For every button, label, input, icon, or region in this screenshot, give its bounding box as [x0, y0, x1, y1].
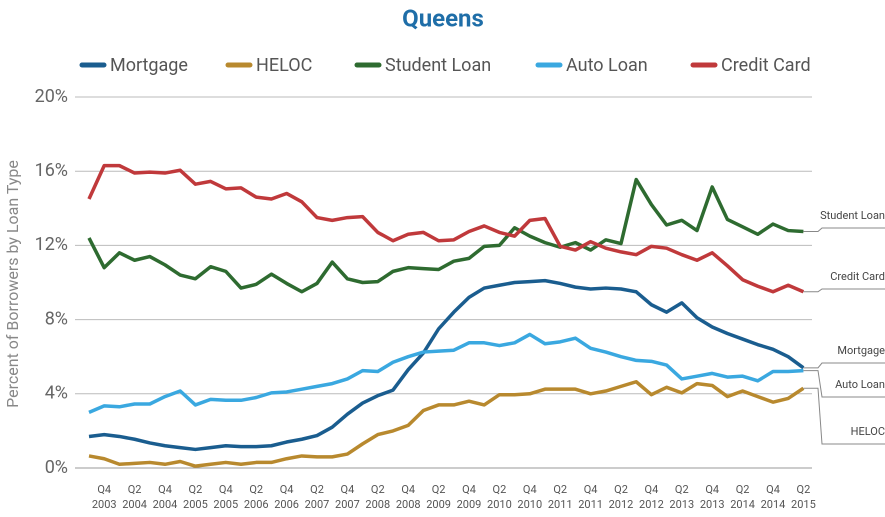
end-label: Student Loan [820, 209, 885, 222]
end-label-leader [803, 362, 885, 369]
legend-label: Mortgage [110, 55, 188, 76]
x-tick-label: Q2 2015 [791, 483, 816, 511]
x-tick-label: Q2 2006 [244, 483, 269, 511]
x-tick-label: Q4 2003 [92, 483, 117, 511]
x-tick-label: Q2 2012 [609, 483, 634, 511]
chart-title: Queens [402, 4, 484, 32]
series-line [88, 379, 805, 468]
y-tick-label: 20% [35, 86, 68, 107]
x-tick-label: Q2 2013 [669, 483, 694, 511]
end-label: HELOC [851, 425, 885, 438]
y-axis-label: Percent of Borrowers by Loan Type [3, 160, 22, 408]
legend-label: Auto Loan [566, 55, 648, 76]
end-label: Auto Loan [835, 378, 885, 391]
x-tick-label: Q4 2005 [213, 483, 238, 511]
y-tick-label: 8% [45, 308, 68, 329]
x-tick-label: Q2 2010 [487, 483, 512, 511]
x-tick-label: Q2 2014 [730, 483, 755, 511]
end-label-leader [803, 227, 885, 232]
end-label-leader [803, 288, 885, 293]
legend-label: HELOC [256, 55, 312, 76]
x-tick-label: Q4 2004 [153, 483, 178, 511]
x-tick-label: Q4 2013 [700, 483, 725, 511]
end-label-leader [803, 387, 885, 445]
y-tick-label: 12% [35, 234, 68, 255]
x-tick-label: Q4 2009 [457, 483, 482, 511]
x-tick-label: Q4 2014 [761, 483, 786, 511]
x-tick-label: Q4 2006 [274, 483, 299, 511]
legend-label: Student Loan [385, 55, 491, 76]
end-label: Credit Card [830, 270, 885, 283]
series-line [88, 278, 805, 452]
end-label: Mortgage [837, 344, 885, 357]
legend-label: Credit Card [721, 55, 811, 76]
x-tick-label: Q4 2008 [396, 483, 421, 511]
end-label-leader [803, 370, 885, 398]
x-tick-label: Q4 2007 [335, 483, 360, 511]
x-tick-label: Q2 2009 [426, 483, 451, 511]
x-tick-label: Q2 2004 [122, 483, 147, 511]
x-tick-label: Q4 2012 [639, 483, 664, 511]
x-tick-label: Q2 2007 [305, 483, 330, 511]
x-tick-label: Q2 2005 [183, 483, 208, 511]
y-tick-label: 4% [45, 383, 68, 404]
series-line [87, 163, 805, 294]
series-line [87, 177, 804, 294]
x-tick-label: Q4 2011 [578, 483, 603, 511]
y-tick-label: 0% [45, 457, 68, 478]
x-tick-label: Q2 2008 [365, 483, 390, 511]
x-tick-label: Q2 2011 [548, 483, 573, 511]
x-tick-label: Q4 2010 [517, 483, 542, 511]
series-line [88, 332, 804, 414]
y-tick-label: 16% [35, 160, 68, 181]
